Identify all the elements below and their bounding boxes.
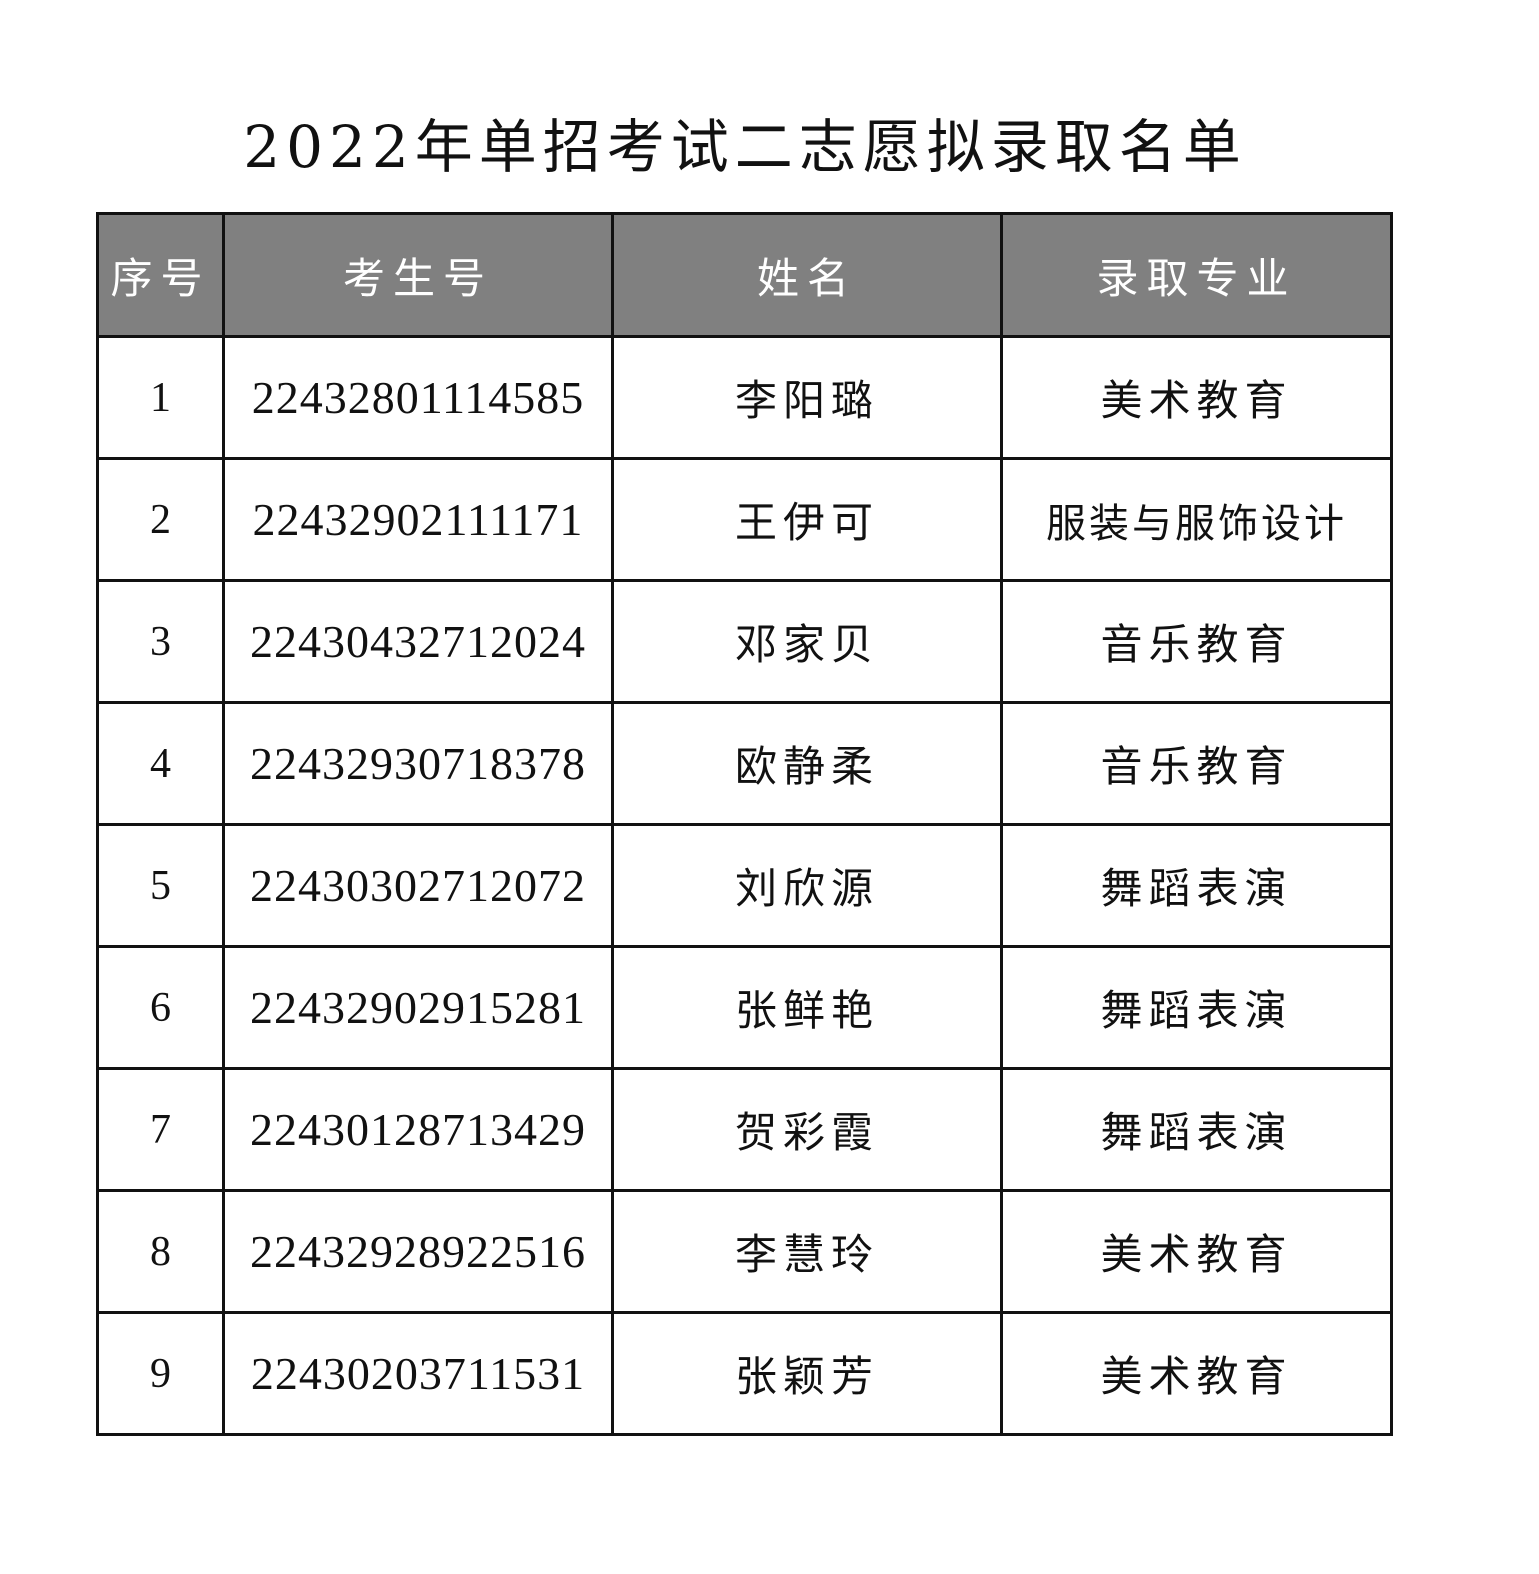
header-name: 姓名 [611, 212, 1003, 338]
cell-major: 美术教育 [1000, 1189, 1393, 1314]
cell-major: 音乐教育 [1000, 579, 1393, 704]
table-row: 4 22432930718378 欧静柔 音乐教育 [96, 701, 1393, 826]
table-row: 6 22432902915281 张鲜艳 舞蹈表演 [96, 945, 1393, 1070]
cell-exam-id: 22430128713429 [222, 1067, 614, 1192]
cell-index: 9 [96, 1311, 225, 1436]
cell-index: 3 [96, 579, 225, 704]
cell-name: 李慧玲 [611, 1189, 1003, 1314]
cell-name: 贺彩霞 [611, 1067, 1003, 1192]
cell-name: 欧静柔 [611, 701, 1003, 826]
cell-exam-id: 22430203711531 [222, 1311, 614, 1436]
cell-major: 音乐教育 [1000, 701, 1393, 826]
table-row: 1 22432801114585 李阳璐 美术教育 [96, 335, 1393, 460]
cell-name: 刘欣源 [611, 823, 1003, 948]
cell-name: 张鲜艳 [611, 945, 1003, 1070]
cell-index: 7 [96, 1067, 225, 1192]
table-row: 7 22430128713429 贺彩霞 舞蹈表演 [96, 1067, 1393, 1192]
cell-exam-id: 22432928922516 [222, 1189, 614, 1314]
cell-index: 6 [96, 945, 225, 1070]
cell-exam-id: 22432801114585 [222, 335, 614, 460]
cell-major: 舞蹈表演 [1000, 945, 1393, 1070]
cell-index: 4 [96, 701, 225, 826]
table-header-row: 序号 考生号 姓名 录取专业 [96, 212, 1393, 338]
cell-exam-id: 22432902111171 [222, 457, 614, 582]
table-row: 3 22430432712024 邓家贝 音乐教育 [96, 579, 1393, 704]
cell-name: 李阳璐 [611, 335, 1003, 460]
cell-index: 1 [96, 335, 225, 460]
cell-name: 张颖芳 [611, 1311, 1003, 1436]
cell-major: 舞蹈表演 [1000, 1067, 1393, 1192]
admission-table: 序号 考生号 姓名 录取专业 1 22432801114585 李阳璐 美术教育 2 22… [96, 212, 1393, 1436]
table-row: 2 22432902111171 王伊可 服装与服饰设计 [96, 457, 1393, 582]
cell-index: 5 [96, 823, 225, 948]
cell-name: 王伊可 [611, 457, 1003, 582]
cell-exam-id: 22430302712072 [222, 823, 614, 948]
page-title: 2022年单招考试二志愿拟录取名单 [243, 113, 1247, 181]
cell-major: 服装与服饰设计 [1000, 457, 1393, 582]
cell-exam-id: 22432930718378 [222, 701, 614, 826]
table-row: 5 22430302712072 刘欣源 舞蹈表演 [96, 823, 1393, 948]
cell-exam-id: 22430432712024 [222, 579, 614, 704]
cell-index: 2 [96, 457, 225, 582]
header-exam-id: 考生号 [222, 212, 614, 338]
cell-name: 邓家贝 [611, 579, 1003, 704]
table-row: 8 22432928922516 李慧玲 美术教育 [96, 1189, 1393, 1314]
header-index: 序号 [96, 212, 225, 338]
header-major: 录取专业 [1000, 212, 1393, 338]
cell-major: 美术教育 [1000, 335, 1393, 460]
cell-exam-id: 22432902915281 [222, 945, 614, 1070]
cell-index: 8 [96, 1189, 225, 1314]
cell-major: 美术教育 [1000, 1311, 1393, 1436]
table-row: 9 22430203711531 张颖芳 美术教育 [96, 1311, 1393, 1436]
cell-major: 舞蹈表演 [1000, 823, 1393, 948]
